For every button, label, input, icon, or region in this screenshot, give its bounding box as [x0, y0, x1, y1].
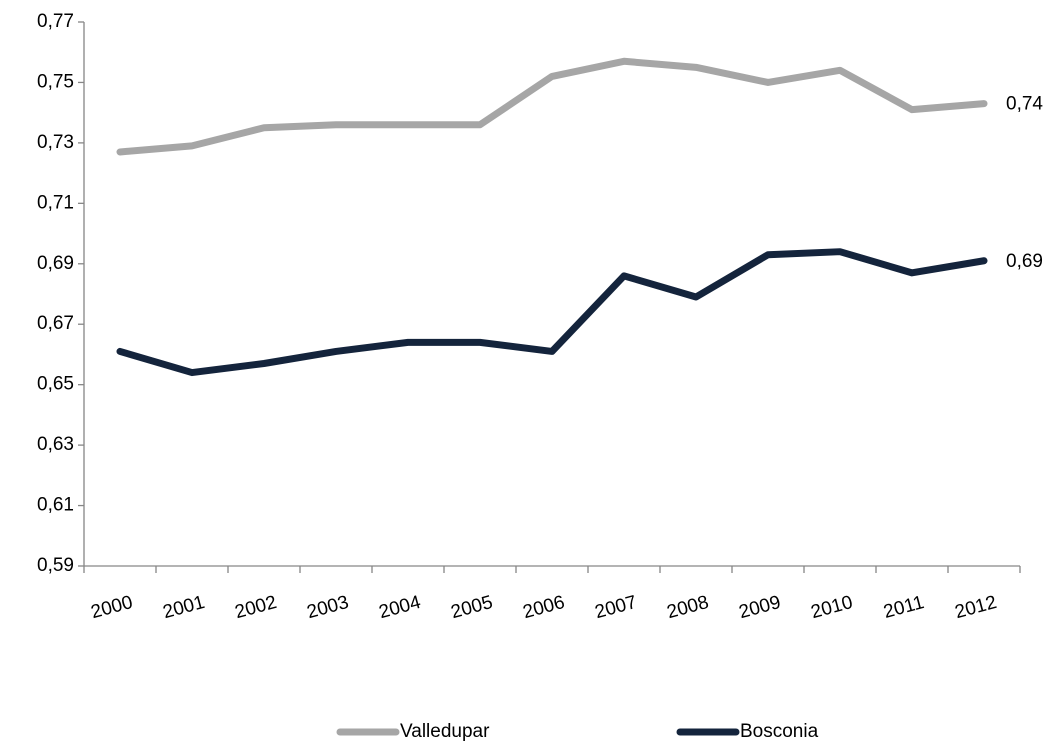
x-tick-label: 2007 — [593, 592, 639, 623]
y-tick-label: 0,61 — [37, 495, 74, 516]
x-tick-label: 2005 — [449, 592, 495, 623]
x-tick-label: 2008 — [665, 592, 711, 623]
legend-label: Valledupar — [400, 721, 490, 742]
x-tick-label: 2006 — [521, 592, 567, 623]
y-tick-label: 0,75 — [37, 71, 74, 92]
legend-label: Bosconia — [740, 721, 819, 742]
series-line — [116, 57, 988, 156]
x-tick-label: 2012 — [953, 592, 999, 623]
x-tick-label: 2001 — [161, 592, 207, 623]
data-label: 0,74 — [1006, 94, 1043, 115]
y-tick-label: 0,65 — [37, 374, 74, 395]
x-tick-label: 2002 — [233, 592, 279, 623]
x-tick-label: 2003 — [305, 592, 351, 623]
x-tick-label: 2010 — [809, 592, 855, 623]
y-tick-label: 0,73 — [37, 132, 74, 153]
x-tick-label: 2009 — [737, 592, 783, 623]
y-tick-label: 0,71 — [37, 192, 74, 213]
y-tick-label: 0,63 — [37, 434, 74, 455]
series-line — [116, 248, 988, 377]
x-tick-label: 2000 — [89, 592, 135, 623]
x-tick-label: 2011 — [881, 592, 926, 623]
data-label: 0,69 — [1006, 251, 1043, 272]
y-tick-label: 0,59 — [37, 555, 74, 576]
y-tick-label: 0,77 — [37, 11, 74, 32]
x-tick-label: 2004 — [377, 592, 424, 623]
y-tick-label: 0,67 — [37, 313, 74, 334]
y-tick-label: 0,69 — [37, 253, 74, 274]
